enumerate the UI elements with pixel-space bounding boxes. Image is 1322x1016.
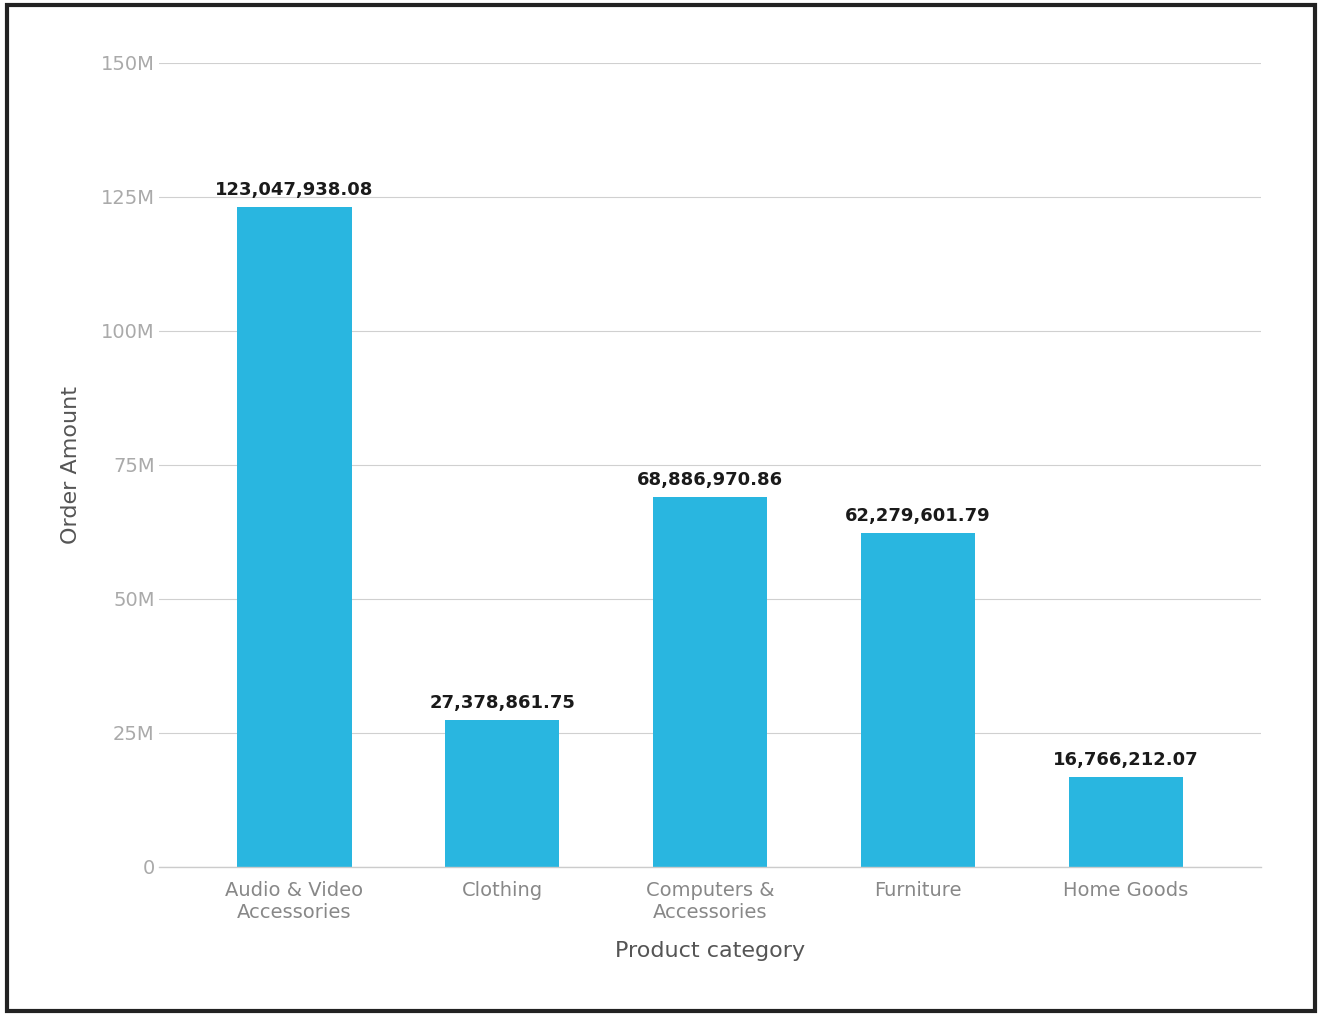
Y-axis label: Order Amount: Order Amount <box>61 386 81 544</box>
Text: 16,766,212.07: 16,766,212.07 <box>1052 751 1199 769</box>
Text: 123,047,938.08: 123,047,938.08 <box>215 181 374 199</box>
Text: 27,378,861.75: 27,378,861.75 <box>430 694 575 712</box>
Text: 62,279,601.79: 62,279,601.79 <box>845 507 990 524</box>
Text: 68,886,970.86: 68,886,970.86 <box>637 471 783 490</box>
Bar <box>446 720 559 867</box>
Bar <box>238 207 352 867</box>
Bar <box>653 498 767 867</box>
Bar <box>1068 777 1183 867</box>
Bar <box>861 532 976 867</box>
X-axis label: Product category: Product category <box>615 941 805 961</box>
